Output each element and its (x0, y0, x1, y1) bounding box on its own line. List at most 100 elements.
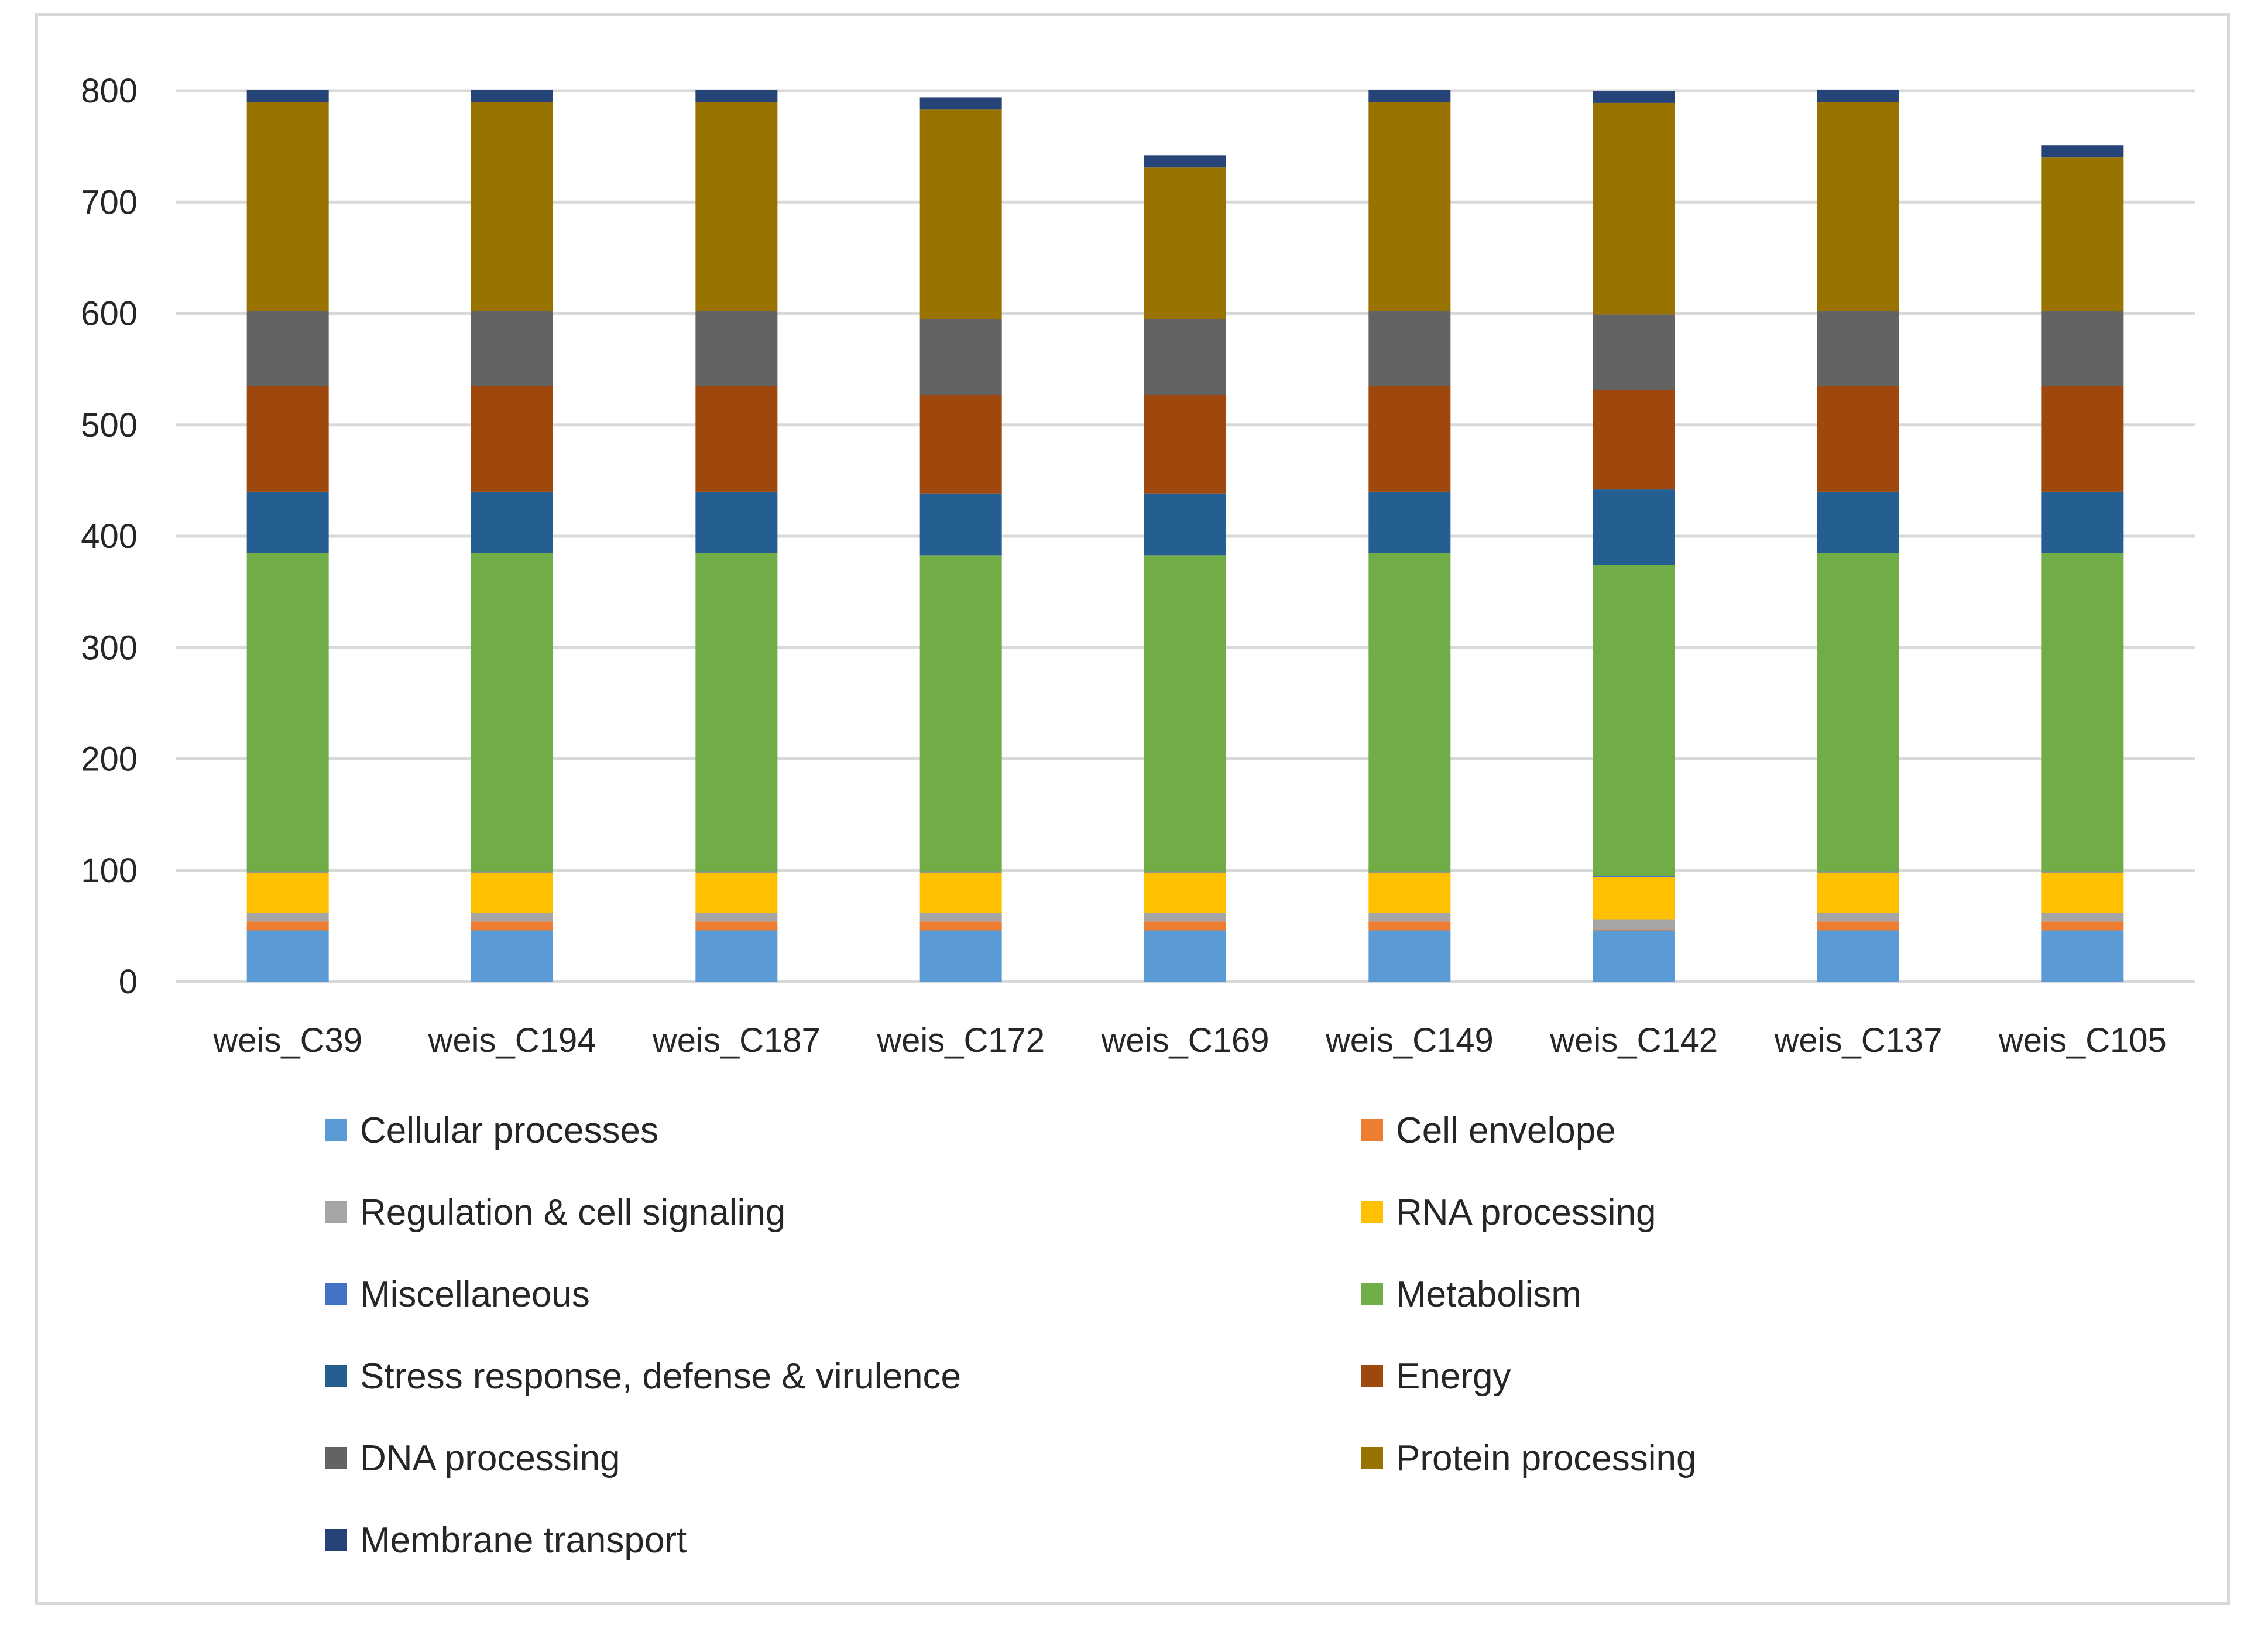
x-tick-label-weis_C172: weis_C172 (876, 1021, 1045, 1060)
bar-segment-weis_C172-8 (919, 319, 1002, 395)
bar-stack-weis_C39 (246, 90, 329, 982)
bar-segment-weis_C187-6 (695, 491, 778, 553)
bar-segment-weis_C169-5 (1144, 555, 1226, 872)
legend-item-9: Protein processing (1361, 1438, 1697, 1479)
bar-segment-weis_C149-0 (1368, 930, 1451, 982)
legend-label-7: Energy (1396, 1356, 1511, 1397)
bar-segment-weis_C169-0 (1144, 930, 1226, 982)
bar-segment-weis_C105-2 (2041, 913, 2124, 922)
bar-segment-weis_C194-8 (471, 311, 553, 386)
legend-label-3: RNA processing (1396, 1192, 1656, 1233)
bar-segment-weis_C169-8 (1144, 319, 1226, 395)
bar-segment-weis_C172-0 (919, 930, 1002, 982)
y-tick-label-400: 400 (81, 517, 138, 556)
bar-segment-weis_C169-4 (1144, 871, 1226, 873)
bar-segment-weis_C149-7 (1368, 386, 1451, 492)
bar-segment-weis_C187-4 (695, 871, 778, 873)
bar-segment-weis_C149-10 (1368, 90, 1451, 102)
bar-segment-weis_C172-9 (919, 109, 1002, 320)
x-tick-label-weis_C105: weis_C105 (1998, 1021, 2167, 1060)
bar-segment-weis_C187-10 (695, 90, 778, 102)
bar-segment-weis_C142-9 (1593, 102, 1675, 315)
bar-segment-weis_C169-7 (1144, 395, 1226, 494)
bar-segment-weis_C149-5 (1368, 553, 1451, 872)
legend-item-3: RNA processing (1361, 1192, 1656, 1233)
y-tick-label-300: 300 (81, 629, 138, 667)
bar-segment-weis_C142-2 (1593, 919, 1675, 930)
bar-segment-weis_C169-3 (1144, 872, 1226, 913)
legend-item-10: Membrane transport (325, 1520, 687, 1561)
bar-segment-weis_C105-3 (2041, 872, 2124, 913)
bar-segment-weis_C105-7 (2041, 386, 2124, 492)
bar-stack-weis_C187 (695, 90, 778, 982)
bar-stack-weis_C137 (1817, 90, 1899, 982)
bar-segment-weis_C137-7 (1817, 386, 1899, 492)
bar-segment-weis_C169-1 (1144, 921, 1226, 931)
legend-label-5: Metabolism (1396, 1274, 1581, 1315)
x-tick-label-weis_C187: weis_C187 (652, 1021, 821, 1060)
bar-segment-weis_C137-10 (1817, 90, 1899, 102)
bar-segment-weis_C194-1 (471, 921, 553, 931)
legend-label-0: Cellular processes (360, 1110, 658, 1151)
bar-segment-weis_C142-7 (1593, 390, 1675, 490)
bar-segment-weis_C149-8 (1368, 311, 1451, 386)
bar-segment-weis_C137-6 (1817, 491, 1899, 553)
y-tick-label-0: 0 (119, 963, 138, 1001)
bar-segment-weis_C149-1 (1368, 921, 1451, 931)
bar-segment-weis_C142-4 (1593, 876, 1675, 877)
bar-segment-weis_C137-1 (1817, 921, 1899, 931)
bar-segment-weis_C194-0 (471, 930, 553, 982)
bar-segment-weis_C39-9 (246, 102, 329, 311)
x-tick-label-weis_C169: weis_C169 (1101, 1021, 1269, 1060)
bar-segment-weis_C105-6 (2041, 491, 2124, 553)
legend-item-5: Metabolism (1361, 1274, 1581, 1315)
bar-segment-weis_C105-1 (2041, 921, 2124, 931)
y-axis-ticks: 0 100 200 300 400 500 600 700 800 (81, 72, 138, 1001)
x-axis-ticks: weis_C39 weis_C194 weis_C187 weis_C172 weis_… (212, 1021, 2166, 1060)
bar-segment-weis_C137-8 (1817, 311, 1899, 386)
bar-segment-weis_C149-2 (1368, 913, 1451, 922)
x-tick-label-weis_C137: weis_C137 (1774, 1021, 1943, 1060)
legend-swatch-3 (1361, 1201, 1383, 1223)
legend-swatch-9 (1361, 1447, 1383, 1469)
legend-swatch-4 (325, 1283, 347, 1305)
legend-item-0: Cellular processes (325, 1110, 658, 1151)
bar-segment-weis_C194-9 (471, 102, 553, 311)
bar-stack-weis_C149 (1368, 90, 1451, 982)
legend-label-2: Regulation & cell signaling (360, 1192, 785, 1233)
bar-segment-weis_C187-1 (695, 921, 778, 931)
bar-segment-weis_C142-3 (1593, 877, 1675, 920)
bar-segment-weis_C194-3 (471, 872, 553, 913)
legend-item-7: Energy (1361, 1356, 1511, 1397)
legend-swatch-0 (325, 1119, 347, 1141)
bar-segment-weis_C105-9 (2041, 157, 2124, 311)
legend-item-8: DNA processing (325, 1438, 620, 1479)
y-tick-label-200: 200 (81, 740, 138, 779)
bar-segment-weis_C105-4 (2041, 871, 2124, 873)
bar-segment-weis_C105-0 (2041, 930, 2124, 982)
bar-segment-weis_C142-1 (1593, 929, 1675, 931)
bar-segment-weis_C105-5 (2041, 553, 2124, 872)
legend-swatch-1 (1361, 1119, 1383, 1141)
legend: Cellular processes Cell envelope Regulatio… (325, 1110, 1697, 1561)
bar-segment-weis_C169-6 (1144, 493, 1226, 556)
bar-segment-weis_C39-3 (246, 872, 329, 913)
y-tick-label-500: 500 (81, 406, 138, 444)
bar-segment-weis_C172-7 (919, 395, 1002, 494)
y-tick-label-100: 100 (81, 852, 138, 890)
bar-segment-weis_C187-8 (695, 311, 778, 386)
bar-segment-weis_C172-5 (919, 555, 1002, 872)
bar-segment-weis_C194-6 (471, 491, 553, 553)
bar-segment-weis_C137-4 (1817, 871, 1899, 873)
legend-item-2: Regulation & cell signaling (325, 1192, 785, 1233)
legend-label-9: Protein processing (1396, 1438, 1697, 1479)
bar-segment-weis_C137-3 (1817, 872, 1899, 913)
bar-segment-weis_C39-1 (246, 921, 329, 931)
x-tick-label-weis_C39: weis_C39 (212, 1021, 362, 1060)
bar-segment-weis_C172-3 (919, 872, 1002, 913)
bar-stack-weis_C142 (1593, 91, 1675, 982)
legend-swatch-8 (325, 1447, 347, 1469)
y-tick-label-800: 800 (81, 72, 138, 110)
legend-item-1: Cell envelope (1361, 1110, 1616, 1151)
